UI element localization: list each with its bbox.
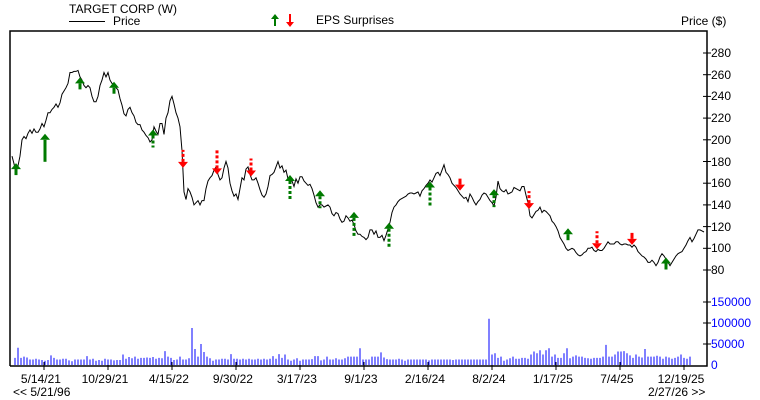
eps-up-arrow-icon [315,190,325,209]
volume-tick-label: 100000 [711,316,752,330]
volume-tick-label: 50000 [711,337,745,351]
date-tick-label: 4/15/22 [148,372,189,386]
date-tick-label: 1/17/25 [532,372,573,386]
price-tick-label: 240 [711,89,732,104]
date-tick-label: 9/1/23 [344,372,378,386]
price-tick-label: 200 [711,132,732,147]
price-tick-label: 120 [711,219,732,234]
price-tick-label: 280 [711,46,732,60]
eps-up-arrow-icon [11,163,21,176]
price-tick-label: 220 [711,111,732,126]
eps-legend: EPS Surprises [270,13,394,29]
volume-tick-label: 0 [711,358,718,372]
price-tick-label: 160 [711,176,732,191]
chart-title: TARGET CORP (W) [69,2,177,16]
nav-later-link[interactable]: 2/27/26 >> [648,385,706,399]
price-legend: Price [69,14,140,28]
price-legend-line [69,21,105,23]
eps-legend-arrows-icon [271,14,294,27]
eps-legend-label: EPS Surprises [316,13,395,28]
price-tick-label: 140 [711,197,732,212]
date-tick-label: 8/2/24 [472,372,506,386]
volume-tick-label: 150000 [711,295,752,309]
date-tick-label: 5/14/21 [20,372,61,386]
eps-down-arrow-icon [455,178,465,191]
price-line [11,69,705,267]
eps-up-arrow-icon [661,257,671,270]
eps-up-arrow-icon [285,175,295,200]
eps-up-arrow-icon [109,81,119,94]
price-tick-label: 180 [711,154,732,169]
eps-up-arrow-icon [40,133,50,162]
eps-up-arrow-icon [384,222,394,247]
eps-down-arrow-icon [592,231,602,250]
eps-down-arrow-icon [178,149,188,168]
date-tick-label: 3/17/23 [276,372,317,386]
eps-up-arrow-icon [489,189,499,208]
eps-down-arrow-icon [524,191,534,210]
date-tick-label: 7/4/25 [600,372,634,386]
eps-up-arrow-icon [349,211,359,236]
nav-earlier-link[interactable]: << 5/21/96 [13,385,71,399]
price-tick-label: 100 [711,241,732,256]
date-tick-label: 12/19/25 [657,372,705,386]
eps-down-arrow-icon [627,232,637,245]
chart-frame [9,30,708,367]
eps-up-arrow-icon [563,228,573,241]
eps-up-arrow-icon [75,77,85,90]
price-tick-label: 260 [711,67,732,82]
eps-up-arrow-icon [425,181,435,206]
price-tick-label: 80 [711,263,725,277]
price-axis-title: Price ($) [681,14,727,28]
date-tick-label: 10/29/21 [81,372,129,386]
eps-down-arrow-icon [212,150,222,175]
eps-down-arrow-icon [246,158,256,177]
eps-up-arrow-icon [148,129,158,148]
date-tick-label: 9/30/22 [212,372,253,386]
date-tick-label: 2/16/24 [404,372,445,386]
price-legend-label: Price [113,14,141,28]
